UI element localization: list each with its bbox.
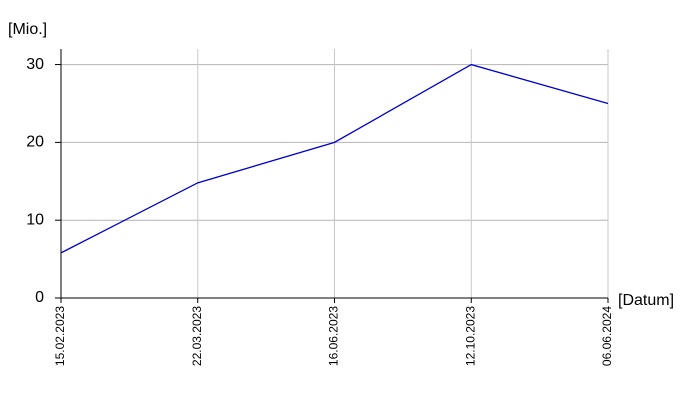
y-tick-label: 0 [35, 289, 44, 306]
y-tick-label: 20 [26, 134, 44, 151]
y-axis-label: [Mio.] [8, 21, 47, 38]
x-tick-label: 22.03.2023 [190, 306, 204, 366]
line-series [60, 63, 609, 254]
x-tick-label: 15.02.2023 [53, 306, 67, 366]
x-tick-label: 06.06.2024 [600, 306, 614, 366]
x-axis-label: [Datum] [618, 292, 674, 309]
x-tick-label: 12.10.2023 [463, 306, 477, 366]
y-tick-label: 10 [26, 211, 44, 228]
y-tick-label: 30 [26, 56, 44, 73]
x-tick-label: 16.06.2023 [327, 306, 341, 366]
